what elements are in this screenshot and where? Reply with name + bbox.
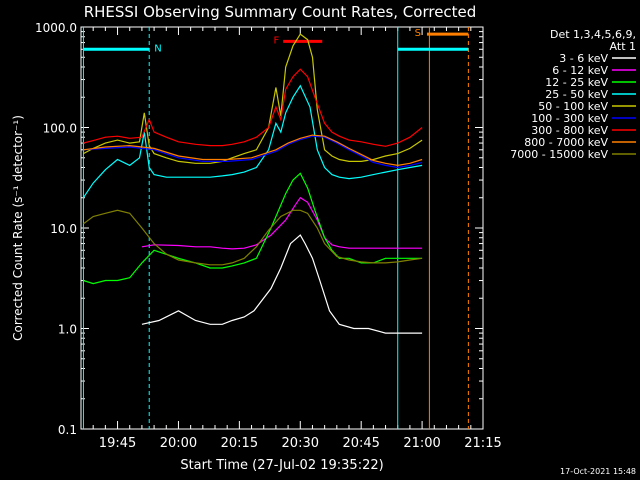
- y-tick-label: 100.0: [43, 122, 77, 136]
- timestamp: 17-Oct-2021 15:48: [560, 467, 636, 476]
- legend-label: 7000 - 15000 keV: [510, 148, 608, 161]
- interval-bars: N F S: [83, 28, 469, 54]
- legend-label: 25 - 50 keV: [545, 88, 608, 101]
- series-line: [83, 209, 423, 266]
- x-axis-label: Start Time (27-Jul-02 19:35:22): [180, 458, 383, 473]
- series-line: [83, 68, 423, 147]
- x-tick-label: 21:00: [403, 436, 440, 451]
- legend-label: 12 - 25 keV: [545, 76, 608, 89]
- y-axis: 0.1 1.0 10.0 100.0 1000.0: [35, 21, 483, 437]
- x-tick-label: 20:00: [160, 436, 197, 451]
- x-tick-label: 19:45: [99, 436, 136, 451]
- interval-label: S: [415, 28, 421, 39]
- series-line: [83, 135, 423, 169]
- y-tick-label: 1000.0: [35, 21, 77, 35]
- legend-header-line-1: Det 1,3,4,5,6,9,: [550, 28, 636, 41]
- legend-label: 6 - 12 keV: [552, 64, 608, 77]
- x-axis: 19:45 20:00 20:15 20:30 20:45 21:00 21:15: [92, 27, 502, 451]
- chart-title: RHESSI Observing Summary Count Rates, Co…: [84, 3, 477, 21]
- legend-label: 300 - 800 keV: [531, 124, 608, 137]
- legend-label: 800 - 7000 keV: [524, 136, 608, 149]
- legend-header-line-2: Att 1: [610, 40, 636, 53]
- y-tick-label: 0.1: [58, 423, 77, 437]
- series-line: [82, 84, 423, 199]
- legend-label: 50 - 100 keV: [538, 100, 608, 113]
- marker-lines: [82, 27, 469, 429]
- series-line: [83, 33, 423, 164]
- x-tick-label: 20:15: [221, 436, 258, 451]
- x-tick-label: 20:30: [282, 436, 319, 451]
- series-line: [141, 234, 423, 334]
- legend-label: 100 - 300 keV: [531, 112, 608, 125]
- y-tick-label: 10.0: [50, 222, 77, 236]
- series-line: [83, 172, 423, 285]
- y-axis-label: Corrected Count Rate (s⁻¹ detector⁻¹): [11, 115, 25, 341]
- x-tick-label: 20:45: [342, 436, 379, 451]
- x-tick-label: 21:15: [464, 436, 501, 451]
- series-lines: [82, 33, 423, 334]
- series-line: [83, 134, 423, 167]
- series-line: [141, 196, 423, 250]
- y-tick-label: 1.0: [58, 323, 77, 337]
- legend-label: 3 - 6 keV: [559, 52, 608, 65]
- interval-label: F: [273, 35, 279, 46]
- interval-label: N: [154, 43, 161, 54]
